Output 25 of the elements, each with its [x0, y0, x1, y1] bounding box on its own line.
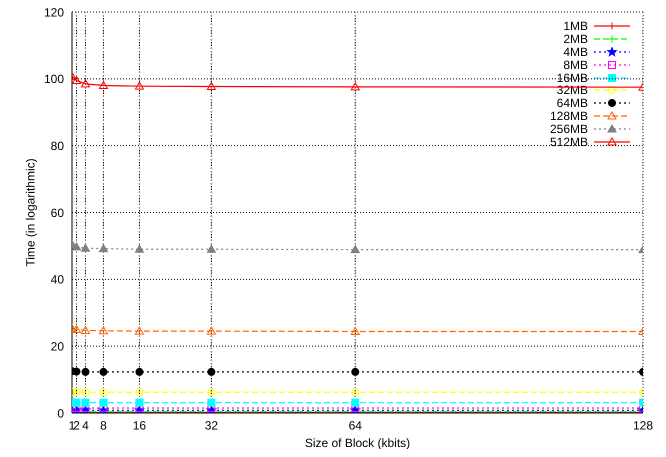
x-tick-label: 4	[82, 418, 90, 433]
y-tick-label: 20	[50, 339, 64, 354]
legend-label: 1MB	[563, 19, 588, 34]
y-tick-label: 0	[57, 406, 64, 420]
legend-label: 16MB	[556, 70, 588, 85]
y-tick-label: 80	[50, 138, 64, 153]
legend-label: 512MB	[550, 134, 588, 149]
y-tick-label: 100	[44, 72, 64, 86]
x-tick-label: 128	[632, 418, 654, 433]
legend-label: 64MB	[556, 96, 588, 110]
x-tick-label: 1	[68, 418, 76, 433]
legend-label: 2MB	[563, 32, 588, 46]
x-tick-label: 16	[132, 418, 146, 433]
x-tick-label: 8	[100, 418, 108, 433]
legend-label: 8MB	[563, 58, 588, 72]
legend-label: 256MB	[550, 122, 588, 136]
y-tick-label: 40	[50, 272, 64, 287]
y-tick-label: 120	[44, 5, 64, 20]
y-axis-title: Time (in logarithmic)	[23, 158, 38, 267]
legend-label: 4MB	[563, 45, 588, 59]
x-tick-label: 64	[348, 418, 362, 433]
legend-label: 128MB	[550, 108, 588, 123]
x-tick-label: 2	[73, 418, 80, 433]
y-tick-label: 60	[50, 206, 64, 220]
x-tick-label: 32	[204, 418, 218, 433]
